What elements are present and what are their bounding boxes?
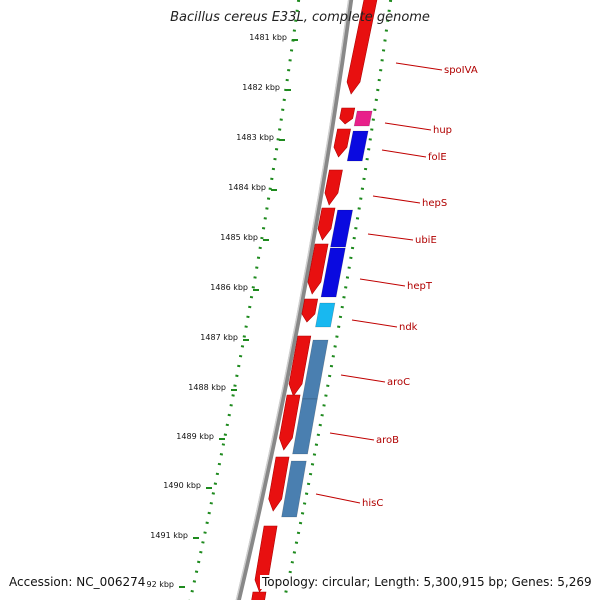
gene-label-spoIVA: spoIVA xyxy=(444,65,478,76)
forward-gene-arrow xyxy=(317,207,336,241)
accession-label: Accession: NC_006274 xyxy=(9,575,148,589)
gene-label-ubiE: ubiE xyxy=(415,235,437,246)
gene-leader-line xyxy=(329,432,375,441)
gene-label-aroB: aroB xyxy=(376,435,399,446)
gene-leader-line xyxy=(384,122,432,131)
gene-leader-line xyxy=(315,493,361,504)
gene-leader-line xyxy=(359,278,406,287)
ndk-gene-block xyxy=(315,302,336,328)
hisC-gene-block xyxy=(281,460,307,518)
topology-label: Topology: circular; Length: 5,300,915 bp… xyxy=(260,575,594,589)
ruler-label: 1490 kbp xyxy=(163,481,201,490)
gene-leader-line xyxy=(340,374,386,383)
ruler-label: 1483 kbp xyxy=(236,133,274,142)
ruler-label: 1485 kbp xyxy=(220,233,258,242)
forward-gene-arrow xyxy=(324,169,343,206)
gene-label-hepT: hepT xyxy=(407,281,433,292)
ruler-label: 1488 kbp xyxy=(188,383,226,392)
gene-label-aroC: aroC xyxy=(387,377,410,388)
forward-gene-arrow xyxy=(288,335,312,397)
forward-gene-arrow xyxy=(307,243,329,295)
outer-dotted-track xyxy=(188,0,301,600)
ruler-label: 1491 kbp xyxy=(150,531,188,540)
gene-label-hepS: hepS xyxy=(422,198,447,209)
forward-gene-arrow xyxy=(301,298,319,323)
gene-label-hisC: hisC xyxy=(362,498,383,509)
hup-gene-block xyxy=(353,110,373,127)
forward-gene-arrow xyxy=(346,0,378,95)
folE-gene-block xyxy=(346,130,369,162)
ruler-label: 1484 kbp xyxy=(228,183,266,192)
forward-gene-arrow xyxy=(339,107,356,125)
ruler-label: 1487 kbp xyxy=(200,333,238,342)
forward-gene-arrow xyxy=(251,591,267,600)
inner-dotted-track xyxy=(282,0,393,600)
forward-gene-arrow xyxy=(268,456,290,512)
ubiE-gene-block xyxy=(330,209,353,248)
gene-label-hup: hup xyxy=(433,125,452,136)
map-title: Bacillus cereus E33L, complete genome xyxy=(170,10,430,25)
gene-leader-line xyxy=(395,62,443,71)
ruler-label: 1486 kbp xyxy=(210,283,248,292)
forward-gene-arrow xyxy=(333,128,351,158)
ruler-label: 492 kbp xyxy=(141,580,174,589)
gene-label-ndk: ndk xyxy=(399,322,418,333)
ruler-label: 1489 kbp xyxy=(176,432,214,441)
gene-leader-line xyxy=(381,149,427,158)
gene-leader-line xyxy=(372,195,421,204)
gene-label-folE: folE xyxy=(428,152,447,163)
hepT-gene-block xyxy=(320,247,346,298)
genome-backbone-line xyxy=(235,0,354,600)
genome-backbone-highlight xyxy=(235,0,350,600)
aroB-gene-block xyxy=(292,398,318,455)
forward-gene-arrow xyxy=(279,394,301,451)
ruler-label: 1481 kbp xyxy=(249,33,287,42)
ruler-label: 1482 kbp xyxy=(242,83,280,92)
gene-leader-line xyxy=(351,319,398,328)
gene-leader-line xyxy=(367,233,414,241)
